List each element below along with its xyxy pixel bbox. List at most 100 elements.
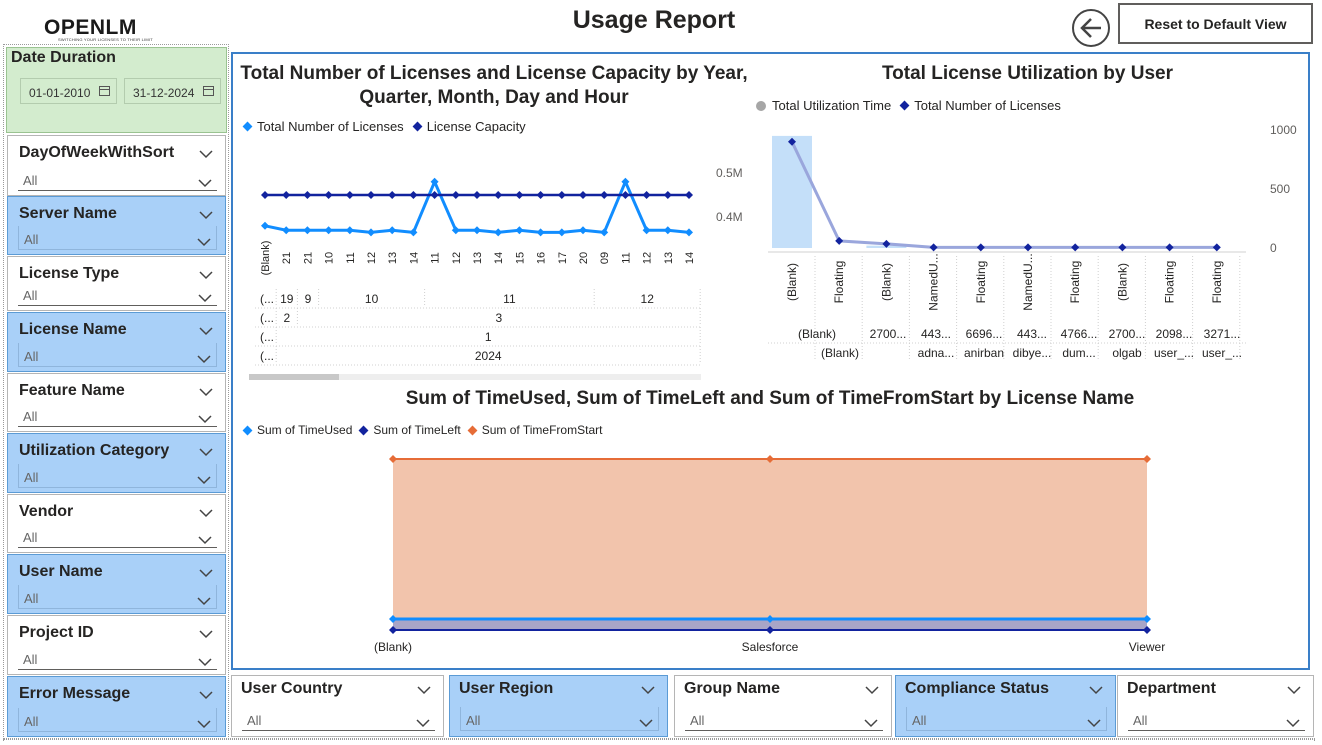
chevron-down-icon[interactable] — [197, 355, 211, 364]
slicer-value: All — [24, 714, 39, 729]
slicer-dropdown[interactable]: All — [18, 524, 217, 548]
chevron-down-icon[interactable] — [199, 271, 213, 280]
chevron-down-icon[interactable] — [198, 415, 212, 424]
data-point — [579, 191, 587, 199]
data-point — [451, 191, 460, 199]
chevron-down-icon[interactable] — [197, 597, 211, 606]
axis-group-label: (... — [260, 292, 274, 306]
chevron-down-icon[interactable] — [417, 686, 431, 695]
chevron-down-icon[interactable] — [1087, 719, 1101, 728]
chart2-title: Total License Utilization by User — [881, 63, 1174, 84]
slicer[interactable]: Compliance Status All — [895, 675, 1116, 737]
slicer-dropdown[interactable]: All — [18, 585, 217, 609]
slicer-dropdown[interactable]: All — [242, 707, 435, 731]
chevron-down-icon[interactable] — [1286, 719, 1300, 728]
legend-item[interactable]: Sum of TimeLeft — [373, 423, 461, 437]
chart1-title: Total Number of Licenses and License Cap… — [240, 63, 748, 108]
slicer-dropdown[interactable]: All — [460, 707, 659, 731]
legend-item[interactable]: Total Utilization Time — [772, 98, 892, 113]
chevron-down-icon[interactable] — [198, 179, 212, 188]
chevron-down-icon[interactable] — [197, 720, 211, 729]
data-point — [473, 226, 481, 235]
legend-item[interactable]: Sum of TimeUsed — [257, 423, 353, 437]
legend-item[interactable]: Sum of TimeFromStart — [481, 423, 603, 437]
x-tick-label: 16 — [536, 252, 548, 264]
slicer[interactable]: Vendor All — [7, 494, 226, 553]
slicer-dropdown[interactable]: All — [18, 646, 217, 670]
chevron-down-icon[interactable] — [199, 388, 213, 397]
data-point — [303, 226, 312, 235]
slicer-title: Vendor — [19, 503, 74, 520]
slicer[interactable]: DayOfWeekWithSort All — [7, 135, 226, 196]
chevron-down-icon[interactable] — [1287, 686, 1301, 695]
chevron-down-icon[interactable] — [199, 569, 213, 578]
slicer-value: All — [24, 232, 39, 247]
chevron-down-icon[interactable] — [641, 686, 655, 695]
slicer-dropdown[interactable]: All — [18, 343, 217, 367]
chevron-down-icon[interactable] — [1089, 686, 1103, 695]
slicer-dropdown[interactable]: All — [18, 403, 217, 427]
slicer[interactable]: Utilization Category All — [7, 433, 226, 493]
slicer-title: Error Message — [19, 685, 131, 702]
chevron-down-icon[interactable] — [199, 630, 213, 639]
end-date-input[interactable]: 31-12-2024 — [124, 78, 221, 104]
chevron-down-icon[interactable] — [197, 476, 211, 485]
legend-item[interactable]: Total Number of Licenses — [914, 98, 1061, 113]
axis-group-label: 4766... — [1061, 327, 1098, 341]
date-duration-filter: Date Duration 01-01-2010 31-12-2024 — [6, 47, 227, 133]
calendar-icon[interactable] — [203, 86, 214, 96]
slicer-dropdown[interactable]: All — [685, 707, 883, 731]
x-tick-label: 21 — [302, 252, 314, 264]
slicer[interactable]: User Region All — [449, 675, 668, 737]
slicer[interactable]: Department All — [1117, 675, 1314, 737]
chevron-down-icon[interactable] — [198, 658, 212, 667]
calendar-icon[interactable] — [99, 86, 110, 96]
chevron-down-icon[interactable] — [416, 719, 430, 728]
slicer-dropdown[interactable]: All — [1128, 707, 1305, 731]
slicer-dropdown[interactable]: All — [906, 707, 1107, 731]
chevron-down-icon[interactable] — [198, 294, 212, 303]
start-date-value: 01-01-2010 — [29, 86, 91, 100]
legend-item[interactable]: Total Number of Licenses — [257, 119, 404, 134]
back-button[interactable] — [1072, 9, 1110, 47]
x-tick-label: 11 — [345, 252, 357, 263]
chevron-down-icon[interactable] — [639, 719, 653, 728]
slicer[interactable]: Feature Name All — [7, 373, 226, 432]
slicer-dropdown[interactable]: All — [18, 226, 217, 250]
slicer-dropdown[interactable]: All — [18, 167, 217, 191]
chevron-down-icon[interactable] — [865, 686, 879, 695]
slicer-value: All — [23, 288, 38, 303]
chevron-down-icon[interactable] — [199, 150, 213, 159]
axis-group-label: olgab — [1112, 346, 1142, 360]
reset-default-view-button[interactable]: Reset to Default View — [1118, 3, 1313, 44]
slicer[interactable]: User Country All — [231, 675, 444, 737]
slicer-dropdown[interactable]: All — [18, 708, 217, 732]
chevron-down-icon[interactable] — [198, 536, 212, 545]
chevron-down-icon[interactable] — [199, 509, 213, 518]
slicer-value: All — [23, 409, 38, 424]
slicer[interactable]: Server Name All — [7, 196, 226, 255]
slicer-dropdown[interactable]: All — [18, 282, 217, 306]
chevron-down-icon[interactable] — [199, 691, 213, 700]
slicer[interactable]: Project ID All — [7, 615, 226, 675]
legend-item[interactable]: License Capacity — [426, 119, 526, 134]
chevron-down-icon[interactable] — [199, 327, 213, 336]
data-point — [324, 226, 333, 235]
chevron-down-icon[interactable] — [199, 211, 213, 220]
x-tick-label: 14 — [408, 252, 420, 264]
slicer-dropdown[interactable]: All — [18, 464, 217, 488]
scrollbar-thumb[interactable] — [249, 374, 339, 380]
chevron-down-icon[interactable] — [199, 448, 213, 457]
slicer[interactable]: Error Message All — [7, 676, 226, 737]
x-tick-label: 10 — [324, 252, 336, 264]
slicer[interactable]: License Type All — [7, 256, 226, 311]
slicer-value: All — [24, 470, 39, 485]
slicer[interactable]: User Name All — [7, 554, 226, 614]
logo-tagline: SWITCHING YOUR LICENSES TO THEIR LIMIT — [58, 37, 153, 42]
chevron-down-icon[interactable] — [864, 719, 878, 728]
chevron-down-icon[interactable] — [197, 238, 211, 247]
start-date-input[interactable]: 01-01-2010 — [20, 78, 117, 104]
slicer[interactable]: License Name All — [7, 312, 226, 372]
data-point — [579, 226, 587, 235]
slicer[interactable]: Group Name All — [674, 675, 892, 737]
